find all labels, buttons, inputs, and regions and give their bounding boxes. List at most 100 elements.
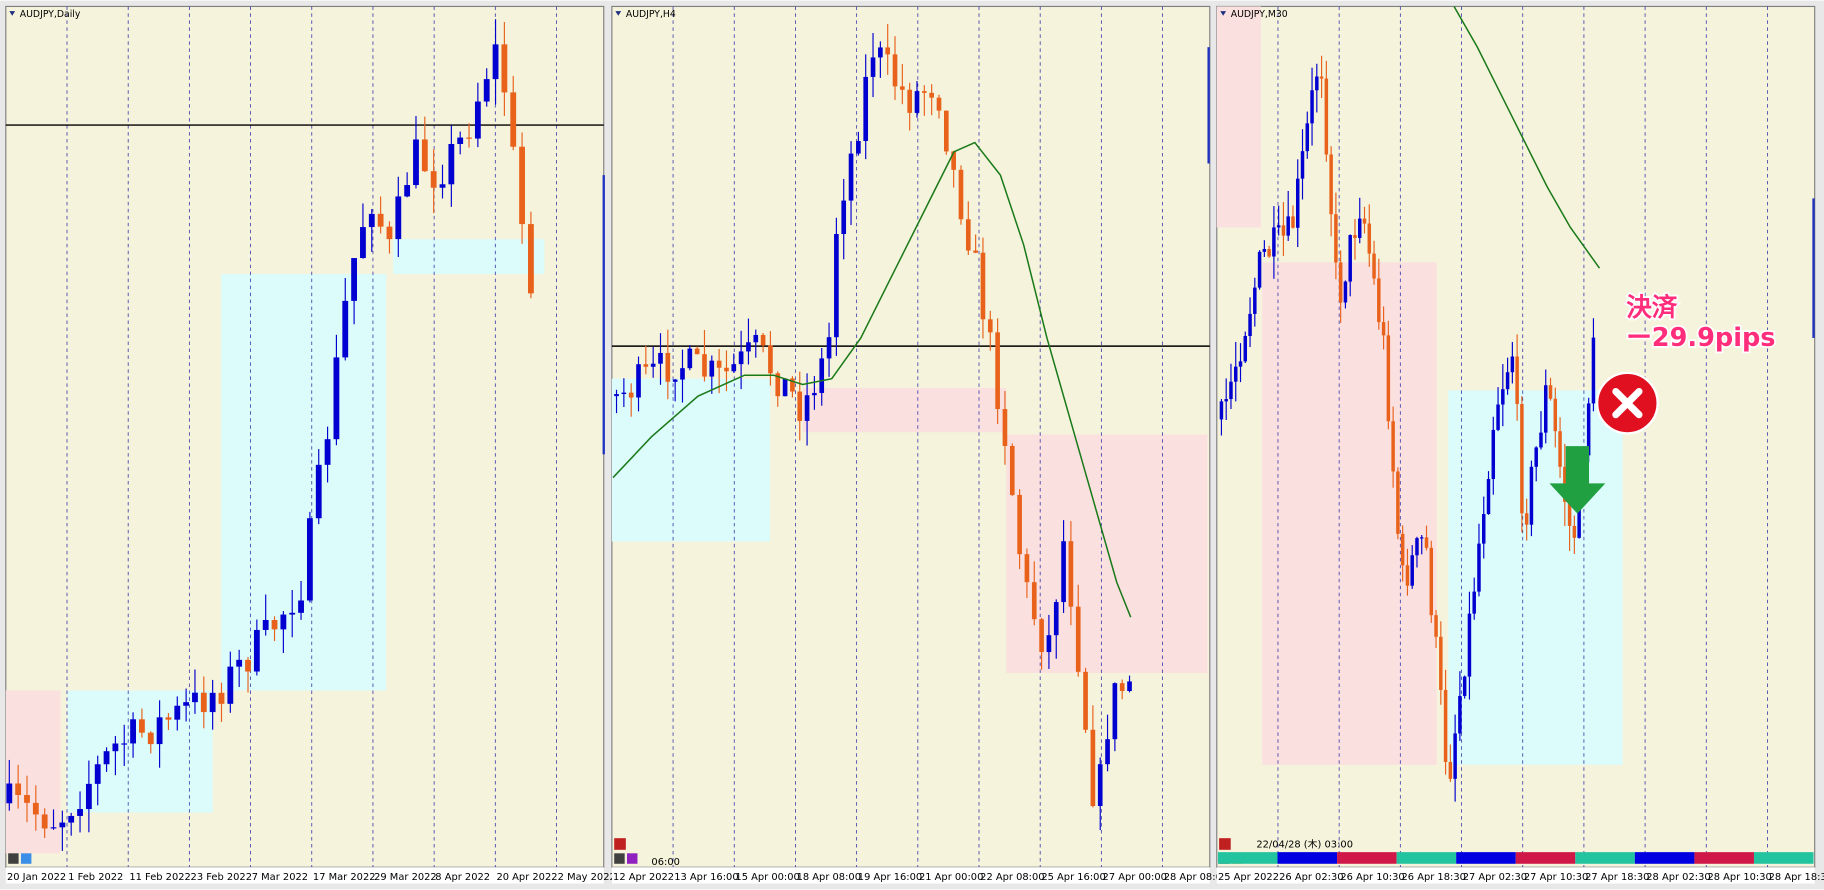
candle-body (1009, 445, 1015, 495)
candle-body (643, 364, 649, 367)
candle-body (1031, 582, 1037, 620)
candle-body (1591, 337, 1596, 404)
candle-body (863, 76, 869, 142)
candle-body (1539, 432, 1543, 448)
candle-body (85, 783, 92, 810)
candle-body (386, 226, 393, 240)
x-tick-label: 11 Feb 2022 (129, 872, 190, 883)
candle-body (41, 814, 48, 829)
session-bar (1277, 852, 1338, 864)
zone (1262, 262, 1437, 765)
candle-body (1524, 513, 1529, 525)
x-tick-label: 26 Apr 10:30 (1340, 872, 1404, 883)
candle-body (1024, 554, 1030, 583)
candle-body (457, 137, 464, 144)
x-tick-label: 28 Apr 02:30 (1646, 872, 1710, 883)
candle-body (746, 342, 751, 352)
x-tick-label: 22 Apr 08:00 (980, 872, 1044, 883)
zone (5, 690, 61, 854)
candle-body (819, 358, 825, 393)
candle-body (1553, 398, 1558, 432)
sell-arrow (1549, 446, 1606, 514)
candle-body (1039, 619, 1044, 653)
candle-body (914, 91, 920, 113)
candle-body (1567, 501, 1572, 526)
session-bar (1337, 852, 1397, 864)
candle-body (907, 89, 912, 113)
candle-body (929, 92, 934, 98)
candle-body (870, 57, 876, 77)
candle-body (1090, 729, 1096, 807)
candle-body (253, 629, 260, 672)
candle-body (738, 351, 744, 365)
time-axis (1216, 867, 1815, 884)
time-label: 22/04/28 (木) 03:00 (1256, 838, 1353, 850)
candle-body (1467, 613, 1472, 677)
candle-body (1324, 78, 1329, 155)
x-tick-label: 26 Apr 02:30 (1279, 872, 1343, 883)
candle-body (15, 783, 22, 795)
x-tick-label: 23 Feb 2022 (191, 872, 252, 883)
candle-body (430, 171, 437, 188)
candle-body (165, 717, 172, 720)
candle-body (1319, 76, 1324, 79)
scroll-marker (602, 175, 605, 455)
candle-body (1529, 466, 1534, 525)
candle-body (1276, 225, 1281, 228)
candle-body (280, 614, 287, 630)
x-tick-label: 27 Apr 18:30 (1585, 872, 1649, 883)
candle-body (1391, 421, 1395, 472)
candle-body (1472, 591, 1476, 614)
candle-body (1295, 178, 1300, 228)
candle-body (1272, 227, 1276, 257)
candle-body (856, 141, 861, 154)
x-tick-label: 18 Apr 08:00 (797, 872, 861, 883)
candle-body (885, 47, 891, 55)
candle-body (1343, 281, 1348, 303)
session-bar (1217, 852, 1278, 864)
candle-body (50, 827, 57, 829)
candle-body (289, 612, 296, 615)
candle-body (1462, 676, 1467, 696)
session-bar (1634, 852, 1695, 864)
candle-body (1491, 429, 1496, 480)
candle-body (1353, 235, 1357, 238)
candle-body (1348, 235, 1352, 282)
corner-icon (8, 853, 19, 864)
candle-body (1482, 514, 1486, 544)
candle-body (1586, 403, 1591, 456)
x-tick-label: 20 Apr 2022 (496, 872, 557, 883)
candle-body (510, 92, 517, 147)
candle-body (702, 354, 707, 377)
candle-body (209, 692, 216, 713)
candle-body (951, 151, 956, 170)
candle-body (298, 600, 304, 613)
candle-body (1002, 409, 1008, 446)
candle-body (112, 743, 119, 752)
x-tick-label: 20 Jan 2022 (7, 872, 66, 883)
title-icon (615, 11, 622, 16)
corner-icon (20, 853, 32, 864)
candle-body (1558, 431, 1562, 467)
candle-body (200, 692, 207, 713)
corner-icon (627, 853, 638, 864)
candle-body (665, 352, 671, 382)
x-tick-label: 8 Apr 2022 (435, 872, 490, 883)
candle-body (413, 139, 419, 186)
exit-x (1612, 387, 1643, 419)
candle-body (724, 367, 729, 372)
candle-body (782, 378, 788, 397)
candle-body (1229, 381, 1233, 400)
candle-body (1262, 249, 1267, 252)
candle-body (103, 751, 110, 765)
candle-body (1405, 565, 1410, 586)
candle-body (672, 379, 678, 382)
candle-body (1300, 151, 1305, 179)
x-tick-label: 13 Apr 16:00 (674, 872, 738, 883)
candle-body (716, 360, 722, 368)
candle-body (351, 258, 358, 301)
candle-body (368, 213, 375, 228)
candle-body (395, 196, 402, 240)
candle-body (306, 518, 313, 601)
candle-body (1310, 90, 1314, 124)
